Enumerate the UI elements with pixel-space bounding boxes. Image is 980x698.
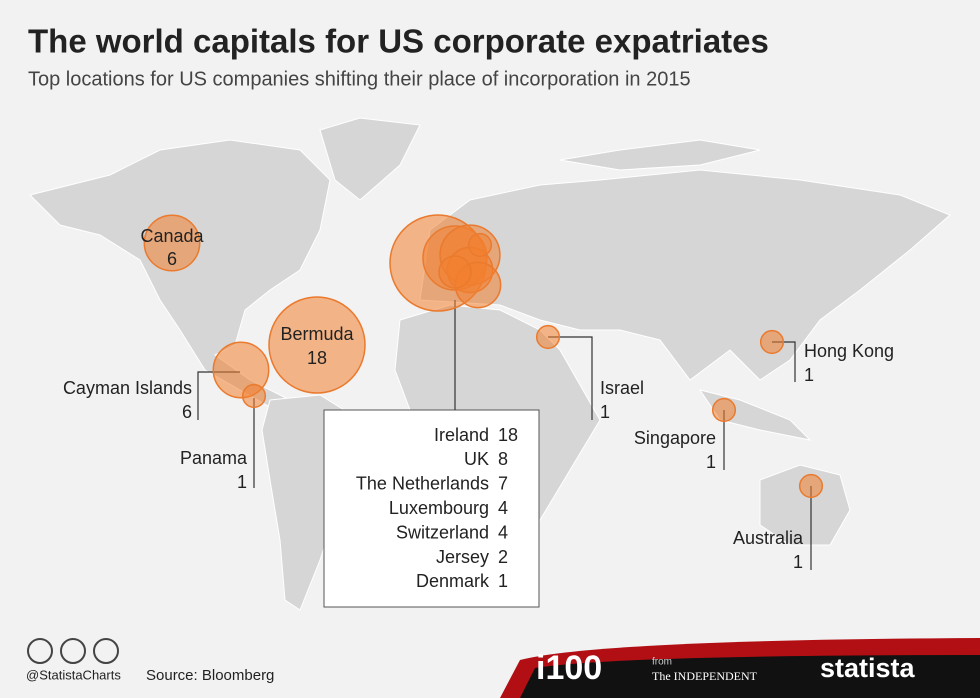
bubble <box>759 329 785 355</box>
brand: i100 <box>536 649 602 687</box>
country-name: Ireland <box>434 425 489 445</box>
footer-bar <box>520 655 980 698</box>
country-name: Jersey <box>436 547 489 567</box>
country-value: 1 <box>498 571 508 591</box>
source: Source: Bloomberg <box>146 667 274 684</box>
location-name: Canada <box>140 226 204 246</box>
logo: statista <box>820 653 916 683</box>
bubble <box>241 383 267 409</box>
location-name: Australia <box>733 528 804 548</box>
bubble <box>798 473 824 499</box>
country-value: 4 <box>498 522 508 542</box>
location-name: Singapore <box>634 428 716 448</box>
location-value: 1 <box>804 365 814 385</box>
location-value: 1 <box>706 452 716 472</box>
location-value: 1 <box>793 552 803 572</box>
location-name: Bermuda <box>280 324 354 344</box>
from: from <box>652 657 672 668</box>
bubble <box>467 232 493 258</box>
bubble <box>268 296 366 394</box>
bubble <box>143 214 201 272</box>
country-value: 8 <box>498 449 508 469</box>
subtitle: Top locations for US companies shifting … <box>28 68 691 90</box>
location-value: 1 <box>237 472 247 492</box>
bubble <box>212 341 270 399</box>
license-icons <box>27 638 119 664</box>
bubble <box>711 397 737 423</box>
bubble <box>438 255 472 289</box>
location-value: 1 <box>600 402 610 422</box>
country-name: The Netherlands <box>356 474 489 494</box>
handle: @StatistaCharts <box>26 667 121 682</box>
europe-box <box>323 409 540 608</box>
partner: The INDEPENDENT <box>652 669 758 683</box>
country-value: 2 <box>498 547 508 567</box>
location-name: Panama <box>180 448 248 468</box>
country-name: Luxembourg <box>389 498 489 518</box>
location-value: 6 <box>167 249 177 269</box>
country-name: Switzerland <box>396 522 489 542</box>
country-value: 18 <box>498 425 518 445</box>
location-value: 18 <box>307 348 327 368</box>
leader-line <box>548 336 593 420</box>
country-name: UK <box>464 449 489 469</box>
location-name: Israel <box>600 378 644 398</box>
bubble <box>535 324 561 350</box>
country-value: 4 <box>498 498 508 518</box>
location-name: Hong Kong <box>804 341 894 361</box>
country-value: 7 <box>498 474 508 494</box>
title: The world capitals for US corporate expa… <box>28 23 769 60</box>
country-name: Denmark <box>416 571 490 591</box>
location-name: Cayman Islands <box>63 378 192 398</box>
location-value: 6 <box>182 402 192 422</box>
